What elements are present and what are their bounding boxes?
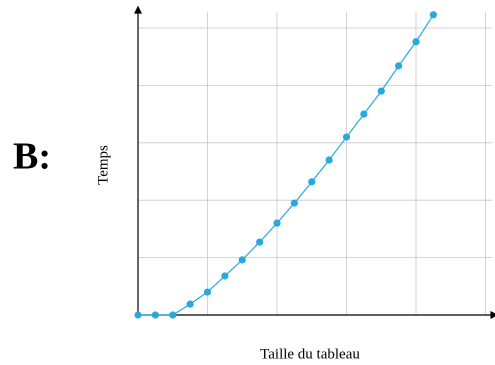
data-point [151, 311, 159, 319]
y-axis-arrow [134, 5, 142, 14]
data-point [325, 156, 333, 164]
data-point [203, 288, 212, 296]
data-point [395, 62, 403, 70]
data-point [238, 256, 246, 264]
data-point [308, 178, 316, 186]
data-point [273, 219, 281, 227]
x-axis-arrow [490, 311, 495, 319]
x-axis-label: Taille du tableau [260, 346, 360, 362]
panel-label: B: [13, 136, 51, 178]
data-point [377, 87, 385, 95]
data-point [412, 38, 420, 46]
data-line [138, 14, 434, 316]
data-point [221, 272, 229, 280]
data-point [429, 11, 437, 19]
y-axis-label: Temps [95, 145, 111, 185]
data-point [342, 133, 351, 141]
data-point [186, 300, 194, 308]
data-point [256, 238, 264, 246]
data-point [360, 110, 368, 118]
data-point [169, 311, 177, 319]
data-point [290, 199, 298, 207]
data-point [134, 311, 142, 319]
